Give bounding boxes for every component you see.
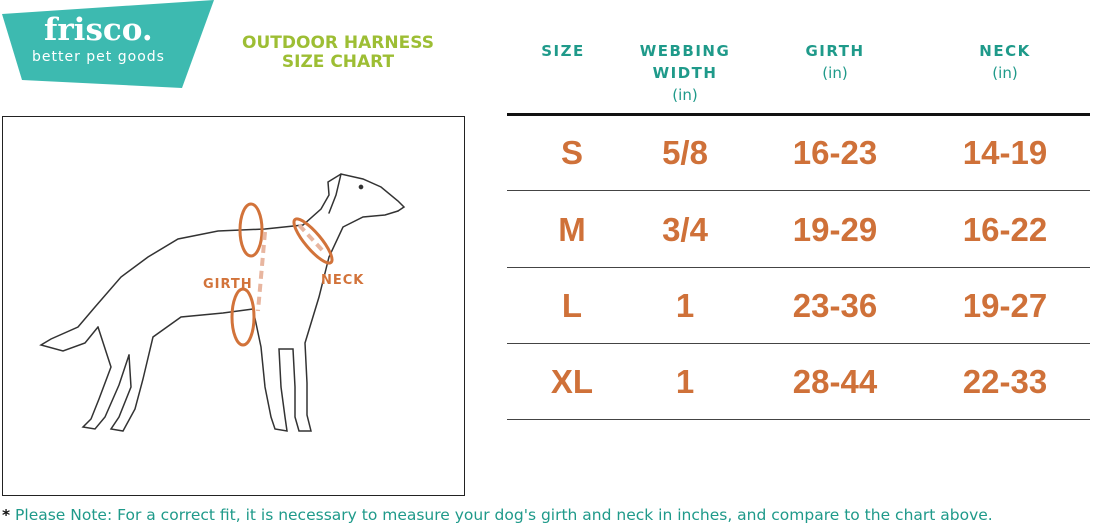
cell-webbing: 1 <box>675 287 695 324</box>
title-line-1: OUTDOOR HARNESS <box>242 33 434 53</box>
header-webbing-width: WEBBING WIDTH (in) <box>639 42 731 104</box>
note-text: Please Note: For a correct fit, it is ne… <box>15 506 993 524</box>
cell-size: S <box>560 134 583 171</box>
neck-label: NECK <box>321 273 365 288</box>
row-divider <box>507 419 1090 420</box>
header-divider <box>507 113 1090 116</box>
header-girth: GIRTH (in) <box>805 42 865 82</box>
girth-label: GIRTH <box>203 277 253 292</box>
table-row: S 5/8 16-23 14-19 <box>507 115 1090 191</box>
cell-neck: 22-33 <box>962 363 1048 400</box>
cell-neck: 14-19 <box>962 134 1048 171</box>
title-line-2: SIZE CHART <box>281 52 395 72</box>
row-divider <box>507 267 1090 268</box>
cell-size: M <box>558 211 586 248</box>
cell-neck: 19-27 <box>962 287 1048 324</box>
brand-tagline: better pet goods <box>32 49 165 65</box>
header-size: SIZE <box>541 42 585 60</box>
table-row: L 1 23-36 19-27 <box>507 268 1090 344</box>
row-divider <box>507 190 1090 191</box>
cell-webbing: 3/4 <box>662 211 708 248</box>
cell-girth: 23-36 <box>792 287 878 324</box>
cell-webbing: 5/8 <box>662 134 708 171</box>
dog-measurement-diagram: GIRTH NECK <box>2 116 465 496</box>
table-row: M 3/4 19-29 16-22 <box>507 192 1090 268</box>
page-title: OUTDOOR HARNESS SIZE CHART <box>222 34 454 72</box>
cell-webbing: 1 <box>675 363 695 400</box>
cell-girth: 28-44 <box>792 363 878 400</box>
cell-size: XL <box>550 363 594 400</box>
fit-note: * Please Note: For a correct fit, it is … <box>2 506 993 524</box>
cell-girth: 19-29 <box>792 211 878 248</box>
cell-neck: 16-22 <box>962 211 1048 248</box>
brand-name: frisco. <box>44 12 153 48</box>
cell-girth: 16-23 <box>792 134 878 171</box>
cell-size: L <box>561 287 583 324</box>
frisco-logo: frisco. better pet goods <box>0 0 215 90</box>
dog-illustration <box>39 173 406 432</box>
note-asterisk: * <box>2 506 11 524</box>
table-row: XL 1 28-44 22-33 <box>507 344 1090 420</box>
header-neck: NECK (in) <box>979 42 1031 82</box>
row-divider <box>507 343 1090 344</box>
